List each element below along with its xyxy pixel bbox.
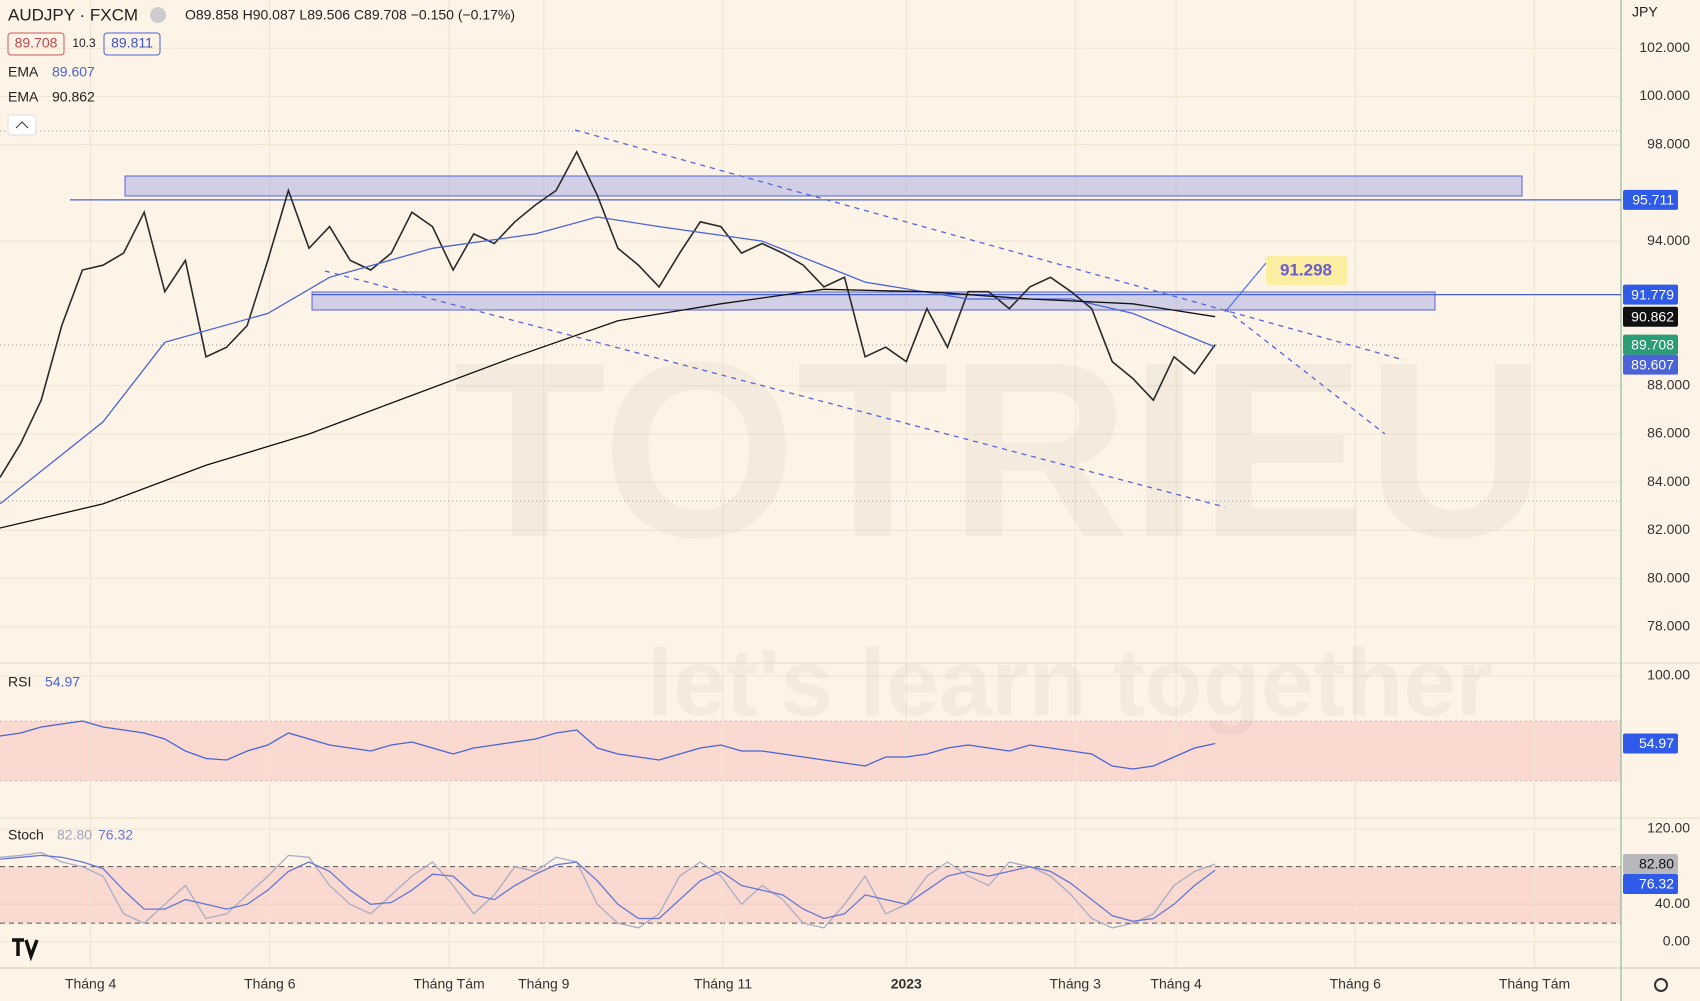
annotation-box bbox=[1266, 256, 1347, 285]
x-tick-label: Tháng 4 bbox=[65, 976, 117, 992]
x-tick-label: Tháng 6 bbox=[1330, 976, 1382, 992]
y-tick-label: 98.000 bbox=[1647, 135, 1690, 151]
logo bbox=[12, 938, 39, 962]
legend-value: 90.862 bbox=[52, 89, 95, 105]
currency[interactable]: JPY bbox=[1632, 4, 1658, 20]
price-tag: 89.708 bbox=[1631, 336, 1674, 352]
x-tick-label: Tháng 11 bbox=[694, 976, 752, 992]
x-tick-label: Tháng 4 bbox=[1150, 976, 1202, 992]
series-line bbox=[0, 288, 1216, 529]
price-tag: 91.779 bbox=[1631, 286, 1674, 302]
bid-box bbox=[7, 32, 65, 56]
y-tick-label: 80.000 bbox=[1647, 569, 1690, 585]
y-tick-label: 78.000 bbox=[1647, 618, 1690, 634]
pane-title: RSI bbox=[8, 674, 31, 690]
series-line bbox=[0, 720, 1216, 770]
price-tag: 54.97 bbox=[1639, 735, 1674, 751]
price-tag: 89.607 bbox=[1631, 356, 1674, 372]
grid-layer bbox=[0, 0, 1621, 968]
y-tick-label: 86.000 bbox=[1647, 425, 1690, 441]
series-line bbox=[0, 150, 1216, 478]
price-tag-box bbox=[1623, 334, 1678, 355]
price-tag-box bbox=[1623, 306, 1678, 327]
legend-value: 76.32 bbox=[98, 827, 133, 843]
projection-line bbox=[1224, 262, 1267, 313]
y-tick-label: 100.000 bbox=[1639, 87, 1690, 103]
projection-line bbox=[1224, 308, 1386, 435]
legend-name: EMA bbox=[8, 89, 39, 105]
zone bbox=[311, 291, 1436, 311]
status-icon bbox=[150, 7, 166, 23]
y-tick-label: 100.00 bbox=[1647, 667, 1690, 683]
pane-title: Stoch bbox=[8, 827, 44, 843]
x-tick-label: Tháng Tám bbox=[1499, 976, 1570, 992]
x-tick-label: Tháng 3 bbox=[1049, 976, 1101, 992]
price-tag-box bbox=[1623, 854, 1678, 875]
collapse-icon bbox=[15, 121, 29, 129]
y-tick-label: 82.000 bbox=[1647, 521, 1690, 537]
watermark-brand: TOTRIEU bbox=[454, 310, 1547, 589]
collapse-button[interactable] bbox=[7, 114, 37, 136]
band bbox=[0, 866, 1621, 924]
ohlc: O89.858 H90.087 L89.506 C89.708 −0.150 (… bbox=[185, 7, 515, 23]
spread: 10.3 bbox=[72, 36, 96, 50]
y-tick-label: 102.000 bbox=[1639, 39, 1690, 55]
watermark-slogan: let's learn together bbox=[647, 630, 1493, 736]
bid: 89.708 bbox=[15, 35, 58, 51]
legend-value: 89.607 bbox=[52, 64, 95, 80]
y-tick-label: 88.000 bbox=[1647, 376, 1690, 392]
price-tag-box bbox=[1623, 284, 1678, 305]
legend-value: 82.80 bbox=[57, 827, 92, 843]
x-tick-label: Tháng 9 bbox=[518, 976, 570, 992]
y-tick-label: 40.00 bbox=[1655, 895, 1690, 911]
x-tick-label: Tháng 6 bbox=[244, 976, 296, 992]
price-tag: 82.80 bbox=[1639, 856, 1674, 872]
price-tag-box bbox=[1623, 874, 1678, 895]
y-tick-label: 0.00 bbox=[1663, 933, 1690, 949]
settings-icon[interactable] bbox=[1654, 978, 1668, 992]
ask-box bbox=[103, 32, 161, 56]
zone bbox=[124, 175, 1523, 197]
y-tick-label: 94.000 bbox=[1647, 232, 1690, 248]
y-tick-label: 120.00 bbox=[1647, 820, 1690, 836]
symbol: AUDJPY · FXCM bbox=[8, 5, 138, 24]
price-tag-box bbox=[1623, 354, 1678, 375]
price-tag-box bbox=[1623, 733, 1678, 754]
legend-name: EMA bbox=[8, 64, 39, 80]
series-line bbox=[0, 854, 1216, 922]
price-tag: 76.32 bbox=[1639, 876, 1674, 892]
series-line bbox=[0, 851, 1216, 929]
price-tag: 90.862 bbox=[1631, 308, 1674, 324]
x-tick-label: 2023 bbox=[891, 976, 922, 992]
price-tag-box bbox=[1623, 189, 1678, 210]
legend-value: 54.97 bbox=[45, 674, 80, 690]
annotation: 91.298 bbox=[1280, 260, 1332, 279]
price-tag: 95.711 bbox=[1632, 192, 1674, 208]
y-tick-label: 84.000 bbox=[1647, 473, 1690, 489]
x-tick-label: Tháng Tám bbox=[413, 976, 484, 992]
marks-layer: 102.000 100.000 98.000 94.000 88.000 86.000 84… bbox=[0, 39, 1690, 992]
trend-line bbox=[574, 129, 1405, 361]
ask: 89.811 bbox=[111, 35, 153, 51]
